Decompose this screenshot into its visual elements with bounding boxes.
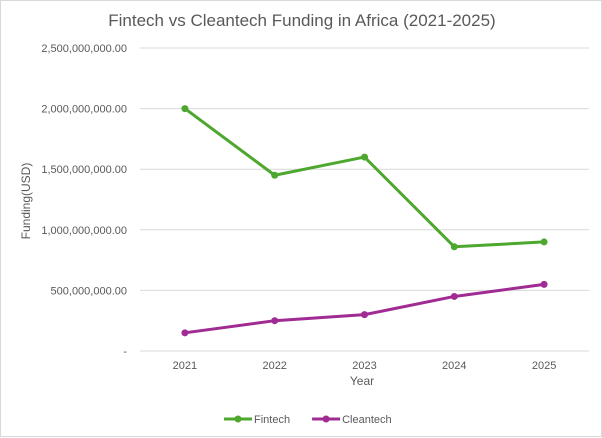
data-point-cleantech xyxy=(450,292,458,300)
data-point-fintech xyxy=(450,243,458,251)
y-tick-label: 1,000,000,000.00 xyxy=(41,225,127,237)
data-point-fintech xyxy=(271,171,279,179)
y-tick-label: 500,000,000.00 xyxy=(51,285,127,297)
x-axis-label: Year xyxy=(350,374,374,388)
legend-marker-fintech xyxy=(234,415,242,423)
data-point-fintech xyxy=(540,238,548,246)
chart-title: Fintech vs Cleantech Funding in Africa (… xyxy=(108,11,495,30)
x-tick-label: 2022 xyxy=(262,360,286,372)
series-line-cleantech xyxy=(184,282,545,335)
y-tick-label: 2,500,000,000.00 xyxy=(41,43,127,55)
y-tick-label: 2,000,000,000.00 xyxy=(41,104,127,116)
legend-label-cleantech: Cleantech xyxy=(342,414,392,426)
data-point-cleantech xyxy=(181,329,189,337)
legend-marker-cleantech xyxy=(322,415,330,423)
y-axis-label: Funding(USD) xyxy=(19,163,33,240)
legend-label-fintech: Fintech xyxy=(254,414,290,426)
series-line-fintech xyxy=(184,107,545,249)
y-tick-label: - xyxy=(123,346,127,358)
y-tick-label: 1,500,000,000.00 xyxy=(41,164,127,176)
data-point-cleantech xyxy=(540,280,548,288)
x-tick-label: 2021 xyxy=(173,360,197,372)
data-point-fintech xyxy=(361,153,368,161)
data-point-cleantech xyxy=(361,311,368,319)
x-tick-label: 2024 xyxy=(442,360,466,372)
data-point-cleantech xyxy=(271,317,279,325)
x-tick-label: 2023 xyxy=(352,360,376,372)
data-point-fintech xyxy=(181,105,189,113)
x-tick-label: 2025 xyxy=(532,360,556,372)
